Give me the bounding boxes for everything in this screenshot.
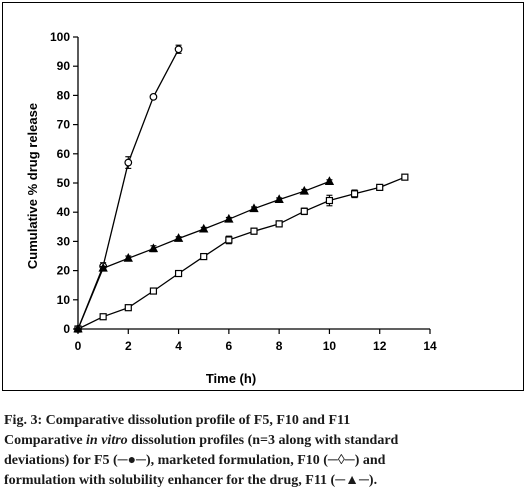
data-point <box>224 213 234 223</box>
data-point <box>199 223 209 233</box>
x-axis-title: Time (h) <box>206 371 256 386</box>
y-tick-label: 70 <box>57 118 71 132</box>
x-tick-label: 14 <box>423 339 437 353</box>
y-tick-label: 80 <box>57 88 71 102</box>
x-tick-label: 0 <box>75 339 82 353</box>
data-point <box>98 262 108 272</box>
data-point <box>274 194 284 204</box>
data-point <box>174 45 183 54</box>
figure-caption: Fig. 3: Comparative dissolution profile … <box>4 411 524 491</box>
data-point <box>401 173 409 181</box>
data-point <box>173 233 184 242</box>
x-tick-label: 4 <box>175 339 182 353</box>
data-point <box>174 269 183 278</box>
data-point <box>123 252 133 262</box>
data-point <box>249 203 259 213</box>
y-tick-label: 10 <box>57 293 71 307</box>
data-point <box>300 207 308 215</box>
series-line <box>77 48 180 330</box>
series-square <box>74 173 409 333</box>
caption-line-3: deviations) for F5 (─●─), marketed formu… <box>4 453 386 468</box>
chart-figure: 0 10 20 30 40 50 60 70 80 90 100 0 2 4 6 8 10 12 14 Time (… <box>2 2 524 391</box>
caption-line-2: Comparative in vitro dissolution profile… <box>4 433 399 448</box>
x-tick-label: 12 <box>373 339 387 353</box>
series-line <box>77 176 406 330</box>
data-point <box>350 190 359 198</box>
data-point <box>324 176 335 185</box>
x-tick-label: 2 <box>125 339 132 353</box>
data-point <box>99 313 107 321</box>
data-point <box>149 287 158 295</box>
y-tick-label: 50 <box>57 176 71 190</box>
caption-line-4: formulation with solubility enhancer for… <box>4 473 378 488</box>
y-tick-label: 40 <box>57 205 71 219</box>
dissolution-chart: 0 10 20 30 40 50 60 70 80 90 100 0 2 4 6 8 10 12 14 Time (… <box>25 30 437 386</box>
caption-title: Fig. 3: Comparative dissolution profile … <box>4 413 351 428</box>
data-point <box>149 92 158 101</box>
data-point <box>325 196 334 205</box>
data-point <box>124 304 132 312</box>
data-point <box>376 183 384 191</box>
y-tick-label: 60 <box>57 147 71 161</box>
series-circle <box>74 44 183 333</box>
data-point <box>225 236 233 244</box>
y-tick-label: 20 <box>57 264 71 278</box>
y-tick-label: 30 <box>57 234 71 248</box>
series-triangle <box>73 176 335 333</box>
y-tick-label: 0 <box>63 322 70 336</box>
data-point <box>148 243 159 253</box>
data-point <box>299 185 309 195</box>
x-tick-label: 10 <box>323 339 337 353</box>
data-point <box>73 323 83 333</box>
data-point <box>200 252 208 261</box>
y-axis-title: Cumulative % drug release <box>25 103 40 269</box>
x-tick-label: 8 <box>276 339 283 353</box>
y-tick-label: 100 <box>50 30 70 44</box>
data-point <box>124 158 133 167</box>
data-point <box>250 227 258 235</box>
data-point <box>275 220 283 228</box>
x-tick-label: 6 <box>226 339 233 353</box>
y-tick-label: 90 <box>57 59 71 73</box>
